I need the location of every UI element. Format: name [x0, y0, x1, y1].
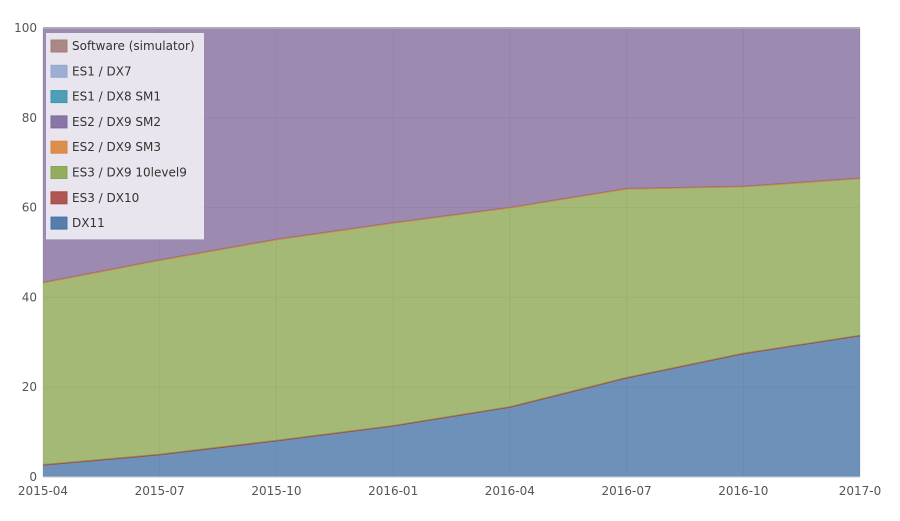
area-es2-dx9-sm2 — [43, 28, 860, 283]
legend-label: Software (simulator) — [72, 39, 195, 53]
legend: Software (simulator) ES1 / DX7 ES1 / DX8 S… — [46, 33, 204, 240]
x-tick-label: 2016-07 — [602, 484, 652, 498]
axes: 0 20 40 60 80 100 2015-04 2015-07 2015-10 2016-01… — [14, 21, 881, 498]
legend-label: ES3 / DX10 — [72, 191, 139, 205]
area-es3-dx9-10level9 — [43, 178, 860, 465]
legend-label: ES1 / DX7 — [72, 64, 132, 78]
y-tick-label: 40 — [22, 290, 37, 304]
area-dx11 — [43, 335, 860, 477]
x-tick-label: 2016-01 — [368, 484, 418, 498]
legend-swatch — [50, 64, 68, 78]
legend-swatch — [50, 90, 68, 104]
x-tick-label: 2015-04 — [18, 484, 68, 498]
y-tick-label: 20 — [22, 380, 37, 394]
x-tick-label: 2016-10 — [718, 484, 768, 498]
legend-label: DX11 — [72, 216, 105, 230]
y-tick-label: 100 — [14, 21, 37, 35]
legend-swatch — [50, 191, 68, 205]
y-tick-label: 80 — [22, 111, 37, 125]
y-tick-label: 60 — [22, 201, 37, 215]
x-tick-label: 2016-04 — [485, 484, 535, 498]
legend-swatch — [50, 216, 68, 230]
legend-label: ES3 / DX9 10level9 — [72, 166, 187, 180]
x-tick-label: 2017-0 — [839, 484, 882, 498]
legend-background — [46, 33, 204, 240]
legend-swatch — [50, 140, 68, 154]
line-es3-dx10 — [42, 334, 861, 466]
y-tick-label: 0 — [29, 470, 37, 484]
legend-label: ES1 / DX8 SM1 — [72, 90, 161, 104]
legend-swatch — [50, 166, 68, 179]
legend-swatch — [50, 115, 68, 129]
legend-label: ES2 / DX9 SM2 — [72, 115, 161, 129]
legend-label: ES2 / DX9 SM3 — [72, 140, 161, 154]
legend-swatch — [50, 39, 68, 53]
x-tick-label: 2015-10 — [251, 484, 301, 498]
x-tick-label: 2015-07 — [135, 484, 185, 498]
